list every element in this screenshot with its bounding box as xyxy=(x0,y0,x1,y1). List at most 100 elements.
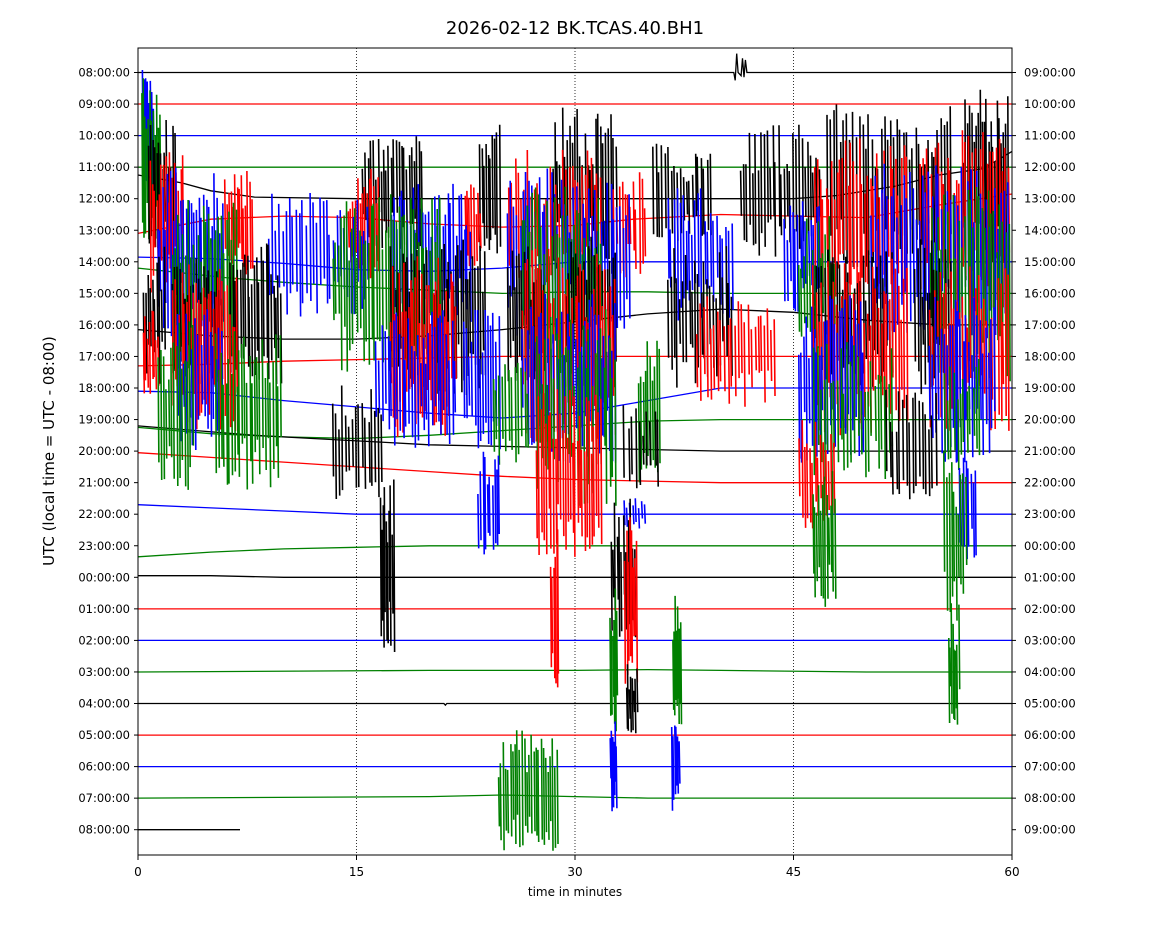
burst-4 xyxy=(478,124,502,254)
burst-62 xyxy=(885,389,938,500)
x-tick-label-0: 0 xyxy=(134,865,142,879)
burst-74 xyxy=(609,588,619,732)
burst-13 xyxy=(464,184,482,267)
seismic-traces xyxy=(137,53,1013,851)
burst-55 xyxy=(492,362,529,465)
burst-80 xyxy=(497,730,559,851)
y-tick-label-right-2: 11:00:00 xyxy=(1024,129,1076,143)
axis-ticks: 08:00:00 09:00:00 10:00:00 11:00:00 12:00:00… xyxy=(78,66,1075,880)
y-tick-label-left-22: 06:00:00 xyxy=(78,760,130,774)
burst-79 xyxy=(670,725,681,811)
y-tick-label-left-10: 18:00:00 xyxy=(78,381,130,395)
y-tick-label-left-16: 00:00:00 xyxy=(78,570,130,584)
y-tick-label-left-15: 23:00:00 xyxy=(78,539,130,553)
burst-48 xyxy=(374,310,457,448)
y-tick-label-right-15: 00:00:00 xyxy=(1024,539,1076,553)
y-tick-label-right-22: 07:00:00 xyxy=(1024,760,1076,774)
y-tick-label-right-17: 02:00:00 xyxy=(1024,602,1076,616)
x-axis-label: time in minutes xyxy=(528,885,622,899)
y-axis-label: UTC (local time = UTC - 08:00) xyxy=(40,336,58,566)
y-tick-label-left-0: 08:00:00 xyxy=(78,66,130,80)
burst-23 xyxy=(783,201,821,312)
burst-73 xyxy=(623,517,639,684)
burst-78 xyxy=(609,721,618,812)
y-tick-label-left-20: 04:00:00 xyxy=(78,697,130,711)
y-tick-label-right-10: 19:00:00 xyxy=(1024,381,1076,395)
burst-60 xyxy=(331,385,383,500)
x-tick-label-1: 15 xyxy=(349,865,364,879)
y-tick-label-right-14: 23:00:00 xyxy=(1024,507,1076,521)
y-tick-label-right-7: 16:00:00 xyxy=(1024,286,1076,300)
y-tick-label-right-11: 20:00:00 xyxy=(1024,413,1076,427)
burst-61 xyxy=(622,405,659,489)
y-tick-label-right-20: 05:00:00 xyxy=(1024,697,1076,711)
y-tick-label-left-23: 07:00:00 xyxy=(78,791,130,805)
y-tick-label-left-5: 13:00:00 xyxy=(78,223,130,237)
y-tick-label-right-5: 14:00:00 xyxy=(1024,223,1076,237)
x-tick-label-4: 60 xyxy=(1004,865,1019,879)
burst-49 xyxy=(463,309,501,450)
y-tick-label-right-12: 21:00:00 xyxy=(1024,444,1076,458)
y-tick-label-right-9: 18:00:00 xyxy=(1024,349,1076,363)
trace-row-19 xyxy=(137,668,1012,673)
y-tick-label-left-12: 20:00:00 xyxy=(78,444,130,458)
y-tick-label-left-21: 05:00:00 xyxy=(78,728,130,742)
y-tick-label-left-19: 03:00:00 xyxy=(78,665,130,679)
y-tick-label-left-14: 22:00:00 xyxy=(78,507,130,521)
x-tick-label-2: 30 xyxy=(567,865,582,879)
burst-67 xyxy=(958,457,977,560)
y-tick-label-left-4: 12:00:00 xyxy=(78,192,130,206)
burst-40 xyxy=(142,310,160,394)
y-tick-label-left-11: 19:00:00 xyxy=(78,413,130,427)
y-tick-label-right-8: 17:00:00 xyxy=(1024,318,1076,332)
grid-lines xyxy=(356,48,794,855)
y-tick-label-right-13: 22:00:00 xyxy=(1024,476,1076,490)
burst-72 xyxy=(549,512,560,688)
y-tick-label-left-8: 16:00:00 xyxy=(78,318,130,332)
burst-6 xyxy=(652,143,712,241)
y-tick-label-right-4: 13:00:00 xyxy=(1024,192,1076,206)
y-tick-label-right-1: 10:00:00 xyxy=(1024,97,1076,111)
y-tick-label-right-24: 09:00:00 xyxy=(1024,823,1076,837)
y-tick-label-right-21: 06:00:00 xyxy=(1024,728,1076,742)
y-tick-label-left-7: 15:00:00 xyxy=(78,286,130,300)
y-tick-label-left-18: 02:00:00 xyxy=(78,633,130,647)
y-tick-label-right-6: 15:00:00 xyxy=(1024,255,1076,269)
y-tick-label-left-9: 17:00:00 xyxy=(78,349,130,363)
trace-row-20 xyxy=(138,702,1012,707)
y-tick-label-right-16: 01:00:00 xyxy=(1024,570,1076,584)
burst-69 xyxy=(943,451,968,621)
burst-7 xyxy=(739,124,821,257)
burst-75 xyxy=(672,595,683,725)
burst-65 xyxy=(477,451,500,555)
y-tick-label-left-24: 08:00:00 xyxy=(78,823,130,837)
y-tick-label-left-1: 09:00:00 xyxy=(78,97,130,111)
burst-54 xyxy=(214,331,282,490)
burst-70 xyxy=(379,479,396,653)
burst-77 xyxy=(625,664,639,734)
burst-44 xyxy=(695,296,776,407)
burst-66 xyxy=(623,498,647,529)
y-tick-label-left-6: 14:00:00 xyxy=(78,255,130,269)
y-tick-label-right-0: 09:00:00 xyxy=(1024,66,1076,80)
burst-68 xyxy=(812,471,837,607)
y-tick-label-right-18: 03:00:00 xyxy=(1024,633,1076,647)
plot-frame xyxy=(137,47,1013,856)
burst-16 xyxy=(813,138,908,304)
burst-63 xyxy=(535,389,603,557)
burst-59 xyxy=(943,358,981,471)
y-tick-label-left-3: 11:00:00 xyxy=(78,160,130,174)
burst-58 xyxy=(812,341,894,481)
x-tick-label-3: 45 xyxy=(786,865,801,879)
y-tick-label-left-13: 21:00:00 xyxy=(78,476,130,490)
y-tick-label-right-19: 04:00:00 xyxy=(1024,665,1076,679)
y-tick-label-right-23: 08:00:00 xyxy=(1024,791,1076,805)
burst-53 xyxy=(157,321,195,490)
y-tick-label-left-17: 01:00:00 xyxy=(78,602,130,616)
trace-row-16 xyxy=(138,575,1012,578)
trace-row-0 xyxy=(138,53,1012,81)
burst-76 xyxy=(948,603,961,725)
chart-title: 2026-02-12 BK.TCAS.40.BH1 xyxy=(446,18,704,39)
y-tick-label-left-2: 10:00:00 xyxy=(78,129,130,143)
